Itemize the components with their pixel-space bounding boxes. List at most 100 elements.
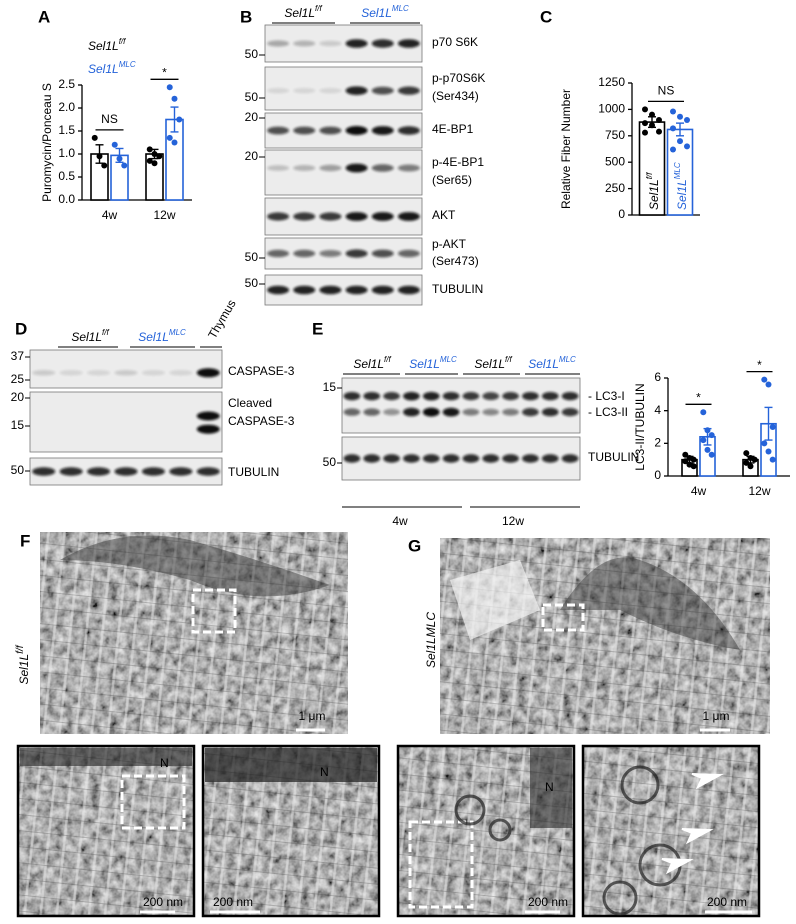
blot-background [264,66,423,111]
data-point [700,437,707,444]
blot-label: p70 S6K [432,35,478,49]
blot-band [482,408,500,416]
y-tick-label: 0.0 [58,192,75,206]
blot-band [561,391,579,401]
label-superscript: f/f [119,37,126,46]
blot-band [403,407,420,417]
blot-band [267,249,290,258]
zoom-box [408,820,474,909]
blot-strip [264,24,423,63]
data-point [96,153,103,160]
blot-band [371,39,394,48]
data-point [765,448,772,455]
y-axis-label: Puromycin/Ponceau S [40,83,54,202]
label-text: Sel1L [647,179,661,210]
blot-band [343,391,361,401]
blot-band [462,408,480,416]
blot-background [264,112,423,149]
blot-strip [29,349,223,389]
blot-band [541,407,559,417]
mw-marker: 15 [11,418,25,432]
error-bar [764,406,773,441]
x-tick-label: 4w [102,208,118,222]
significance-label: NS [101,112,118,126]
blot-band [196,368,220,378]
blot-band [319,126,342,135]
scale-label: 1 μm [299,709,326,723]
blot-band [561,408,579,417]
blot-band [363,454,381,463]
group-label: Sel1LMLC [528,355,576,371]
data-point [656,128,662,135]
x-tick-label: 12w [153,208,175,222]
label-text: Sel1L [409,357,440,371]
blot-label: TUBULIN [588,450,639,464]
blot-band [371,86,394,95]
blot-band [397,164,420,172]
data-point [677,138,683,145]
data-point [670,108,676,115]
blot-band [196,467,220,476]
micrograph-border [396,744,576,918]
blot-label: Cleaved [228,396,272,410]
data-point [642,120,648,127]
data-point [690,463,697,470]
blot-band [522,454,539,463]
label-superscript: MLC [169,328,186,337]
y-tick-label: 2 [654,436,661,450]
y-tick-label: 1.5 [58,123,75,137]
data-point [166,134,173,141]
data-point [704,427,711,434]
blot-band [267,212,290,221]
blot-band [345,212,368,221]
zoom-box [541,603,585,632]
blot-band [371,212,394,221]
group-label: Sel1Lf/f [474,355,512,371]
micrograph [581,744,761,918]
blot-band [403,454,420,463]
data-point [761,376,768,383]
label-text: Sel1L [138,330,169,344]
nucleus-label: N [160,756,169,770]
blot-band [397,86,420,95]
blot-band [267,285,290,295]
blot-band [293,87,316,94]
data-point [743,450,750,457]
arrow [681,828,714,845]
data-point [649,122,655,129]
blot-band [267,87,290,94]
blot-band [442,407,460,417]
data-point [761,440,768,447]
data-point [747,463,754,470]
blot-band [141,467,165,476]
autophagic-vesicle [454,794,486,826]
data-point [751,456,758,463]
group-label: Sel1LMLC [138,328,186,344]
arrow [691,773,724,790]
label-superscript: MLC [440,355,457,364]
mw-marker: 20 [245,149,259,163]
legend-entry: Sel1Lf/f [88,37,126,53]
mw-marker: 50 [245,250,259,264]
blot-band [371,126,394,135]
data-point [769,424,776,430]
blot-band [293,249,316,258]
panel-label: E [312,319,323,338]
panel-label: A [38,7,50,26]
blot-background [264,149,423,196]
label-superscript: MLC [392,4,409,13]
significance-label: * [696,390,701,404]
micrograph-border [201,744,381,918]
data-point [765,381,772,388]
label-superscript: f/f [315,4,322,13]
blot-band [345,249,368,258]
timepoint-label: 12w [502,514,524,528]
mw-marker: 25 [11,372,25,386]
panel-label: B [240,7,252,26]
blot-band [196,411,220,421]
x-tick-label: 12w [748,484,770,498]
blot-band [383,408,400,416]
blot-band [343,454,361,463]
mw-marker: 50 [323,455,337,469]
